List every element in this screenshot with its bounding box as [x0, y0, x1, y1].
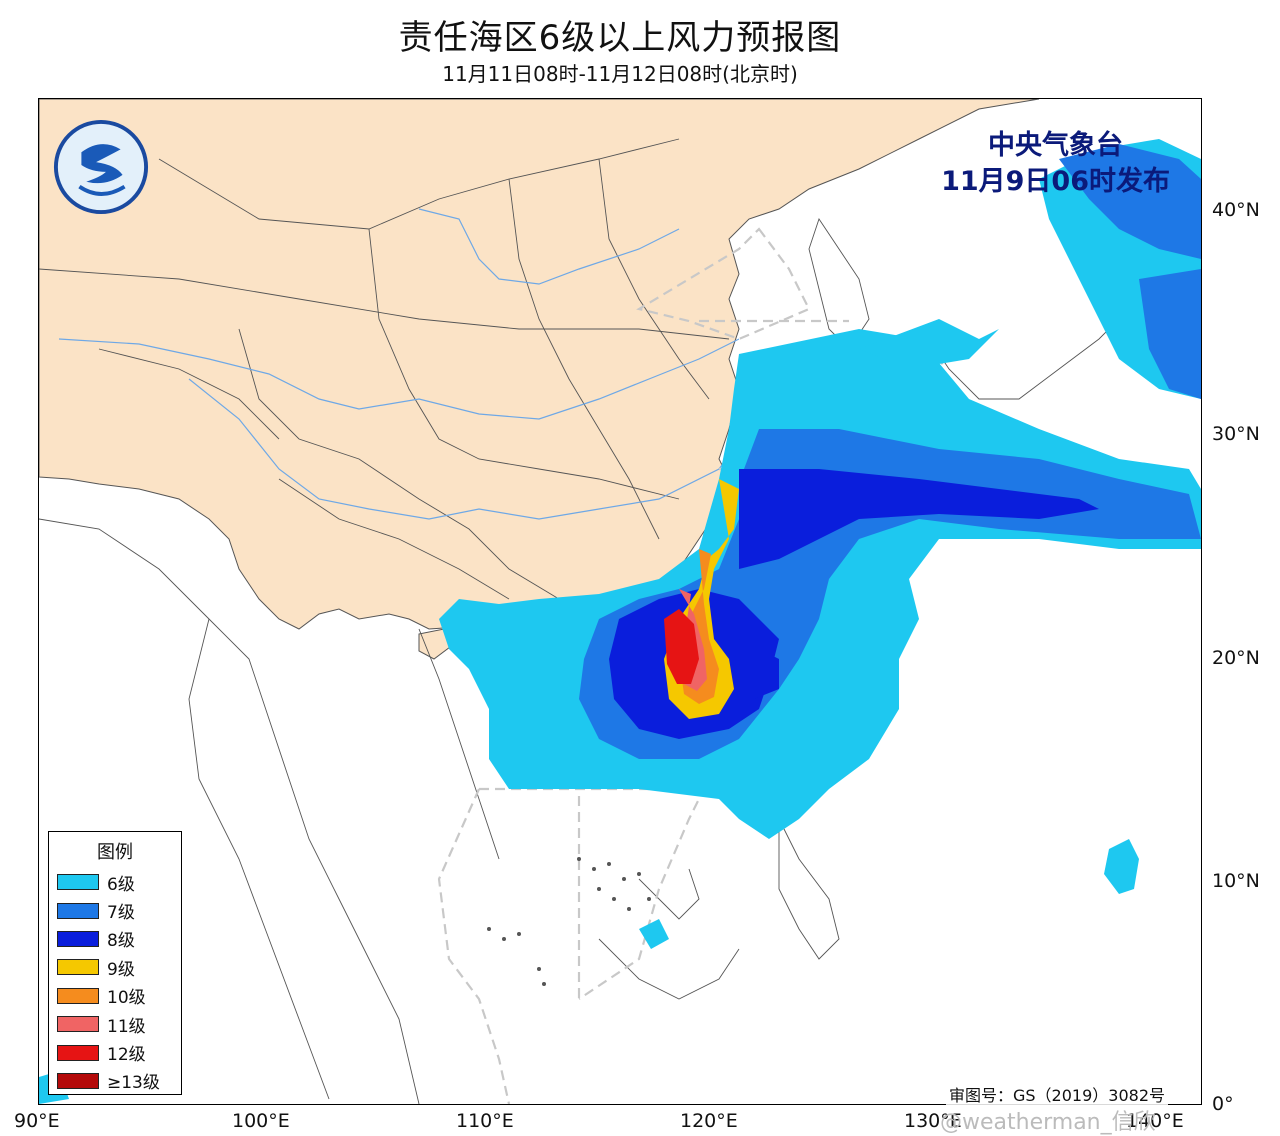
lon-label-120: 120°E [680, 1110, 738, 1132]
lon-label-90: 90°E [14, 1110, 60, 1132]
legend-label: 6级 [107, 874, 135, 895]
legend-swatch [57, 874, 99, 891]
lat-label-40: 40°N [1212, 199, 1260, 221]
legend-swatch [57, 902, 99, 919]
wind-forecast-map [38, 98, 1202, 1105]
lon-label-100: 100°E [232, 1110, 290, 1132]
map-title: 责任海区6级以上风力预报图 [398, 18, 842, 58]
legend-label: 12级 [107, 1045, 146, 1066]
map-canvas [39, 99, 1201, 1104]
watermark: @weatherman_信欣 [940, 1110, 1156, 1135]
legend-label: 8级 [107, 931, 135, 952]
map-subtitle: 11月11日08时-11月12日08时(北京时) [442, 62, 798, 86]
wind-legend: 图例 6级 7级 8级 9级 10级 11级 12级 ≥13级 [48, 831, 182, 1095]
legend-label: 7级 [107, 903, 135, 924]
legend-item: 10级 [49, 982, 181, 1010]
lat-label-30: 30°N [1212, 423, 1260, 445]
province-boundaries [39, 138, 730, 600]
legend-label: 9级 [107, 959, 135, 980]
legend-swatch [57, 930, 99, 947]
legend-swatch [57, 1044, 99, 1061]
south-china-sea-islands [487, 857, 651, 986]
lat-label-20: 20°N [1212, 647, 1260, 669]
lon-label-110: 110°E [456, 1110, 514, 1132]
legend-swatch [57, 959, 99, 976]
legend-swatch [57, 987, 99, 1004]
rivers [58, 208, 750, 520]
cma-logo [53, 119, 149, 215]
legend-label: ≥13级 [107, 1073, 160, 1094]
issuer-block: 中央气象台 11月9日06时发布 [941, 128, 1170, 200]
legend-swatch [57, 1016, 99, 1033]
wind-12-area [664, 609, 699, 684]
lat-label-10: 10°N [1212, 870, 1260, 892]
legend-item: 12级 [49, 1038, 181, 1066]
legend-swatch [57, 1072, 99, 1089]
legend-item: 6级 [49, 868, 181, 896]
legend-item: 7级 [49, 896, 181, 924]
legend-label: 11级 [107, 1016, 146, 1037]
legend-item: 8级 [49, 925, 181, 953]
legend-item: 11级 [49, 1010, 181, 1038]
legend-title: 图例 [97, 842, 133, 863]
issuer-time: 11月9日06时发布 [941, 166, 1170, 197]
approval-number: 审图号：GS（2019）3082号 [946, 1082, 1168, 1106]
legend-item: 9级 [49, 953, 181, 981]
issuer-agency: 中央气象台 [988, 130, 1124, 161]
legend-label: 10级 [107, 988, 146, 1009]
legend-item: ≥13级 [49, 1067, 181, 1095]
lat-label-0: 0° [1212, 1093, 1234, 1115]
